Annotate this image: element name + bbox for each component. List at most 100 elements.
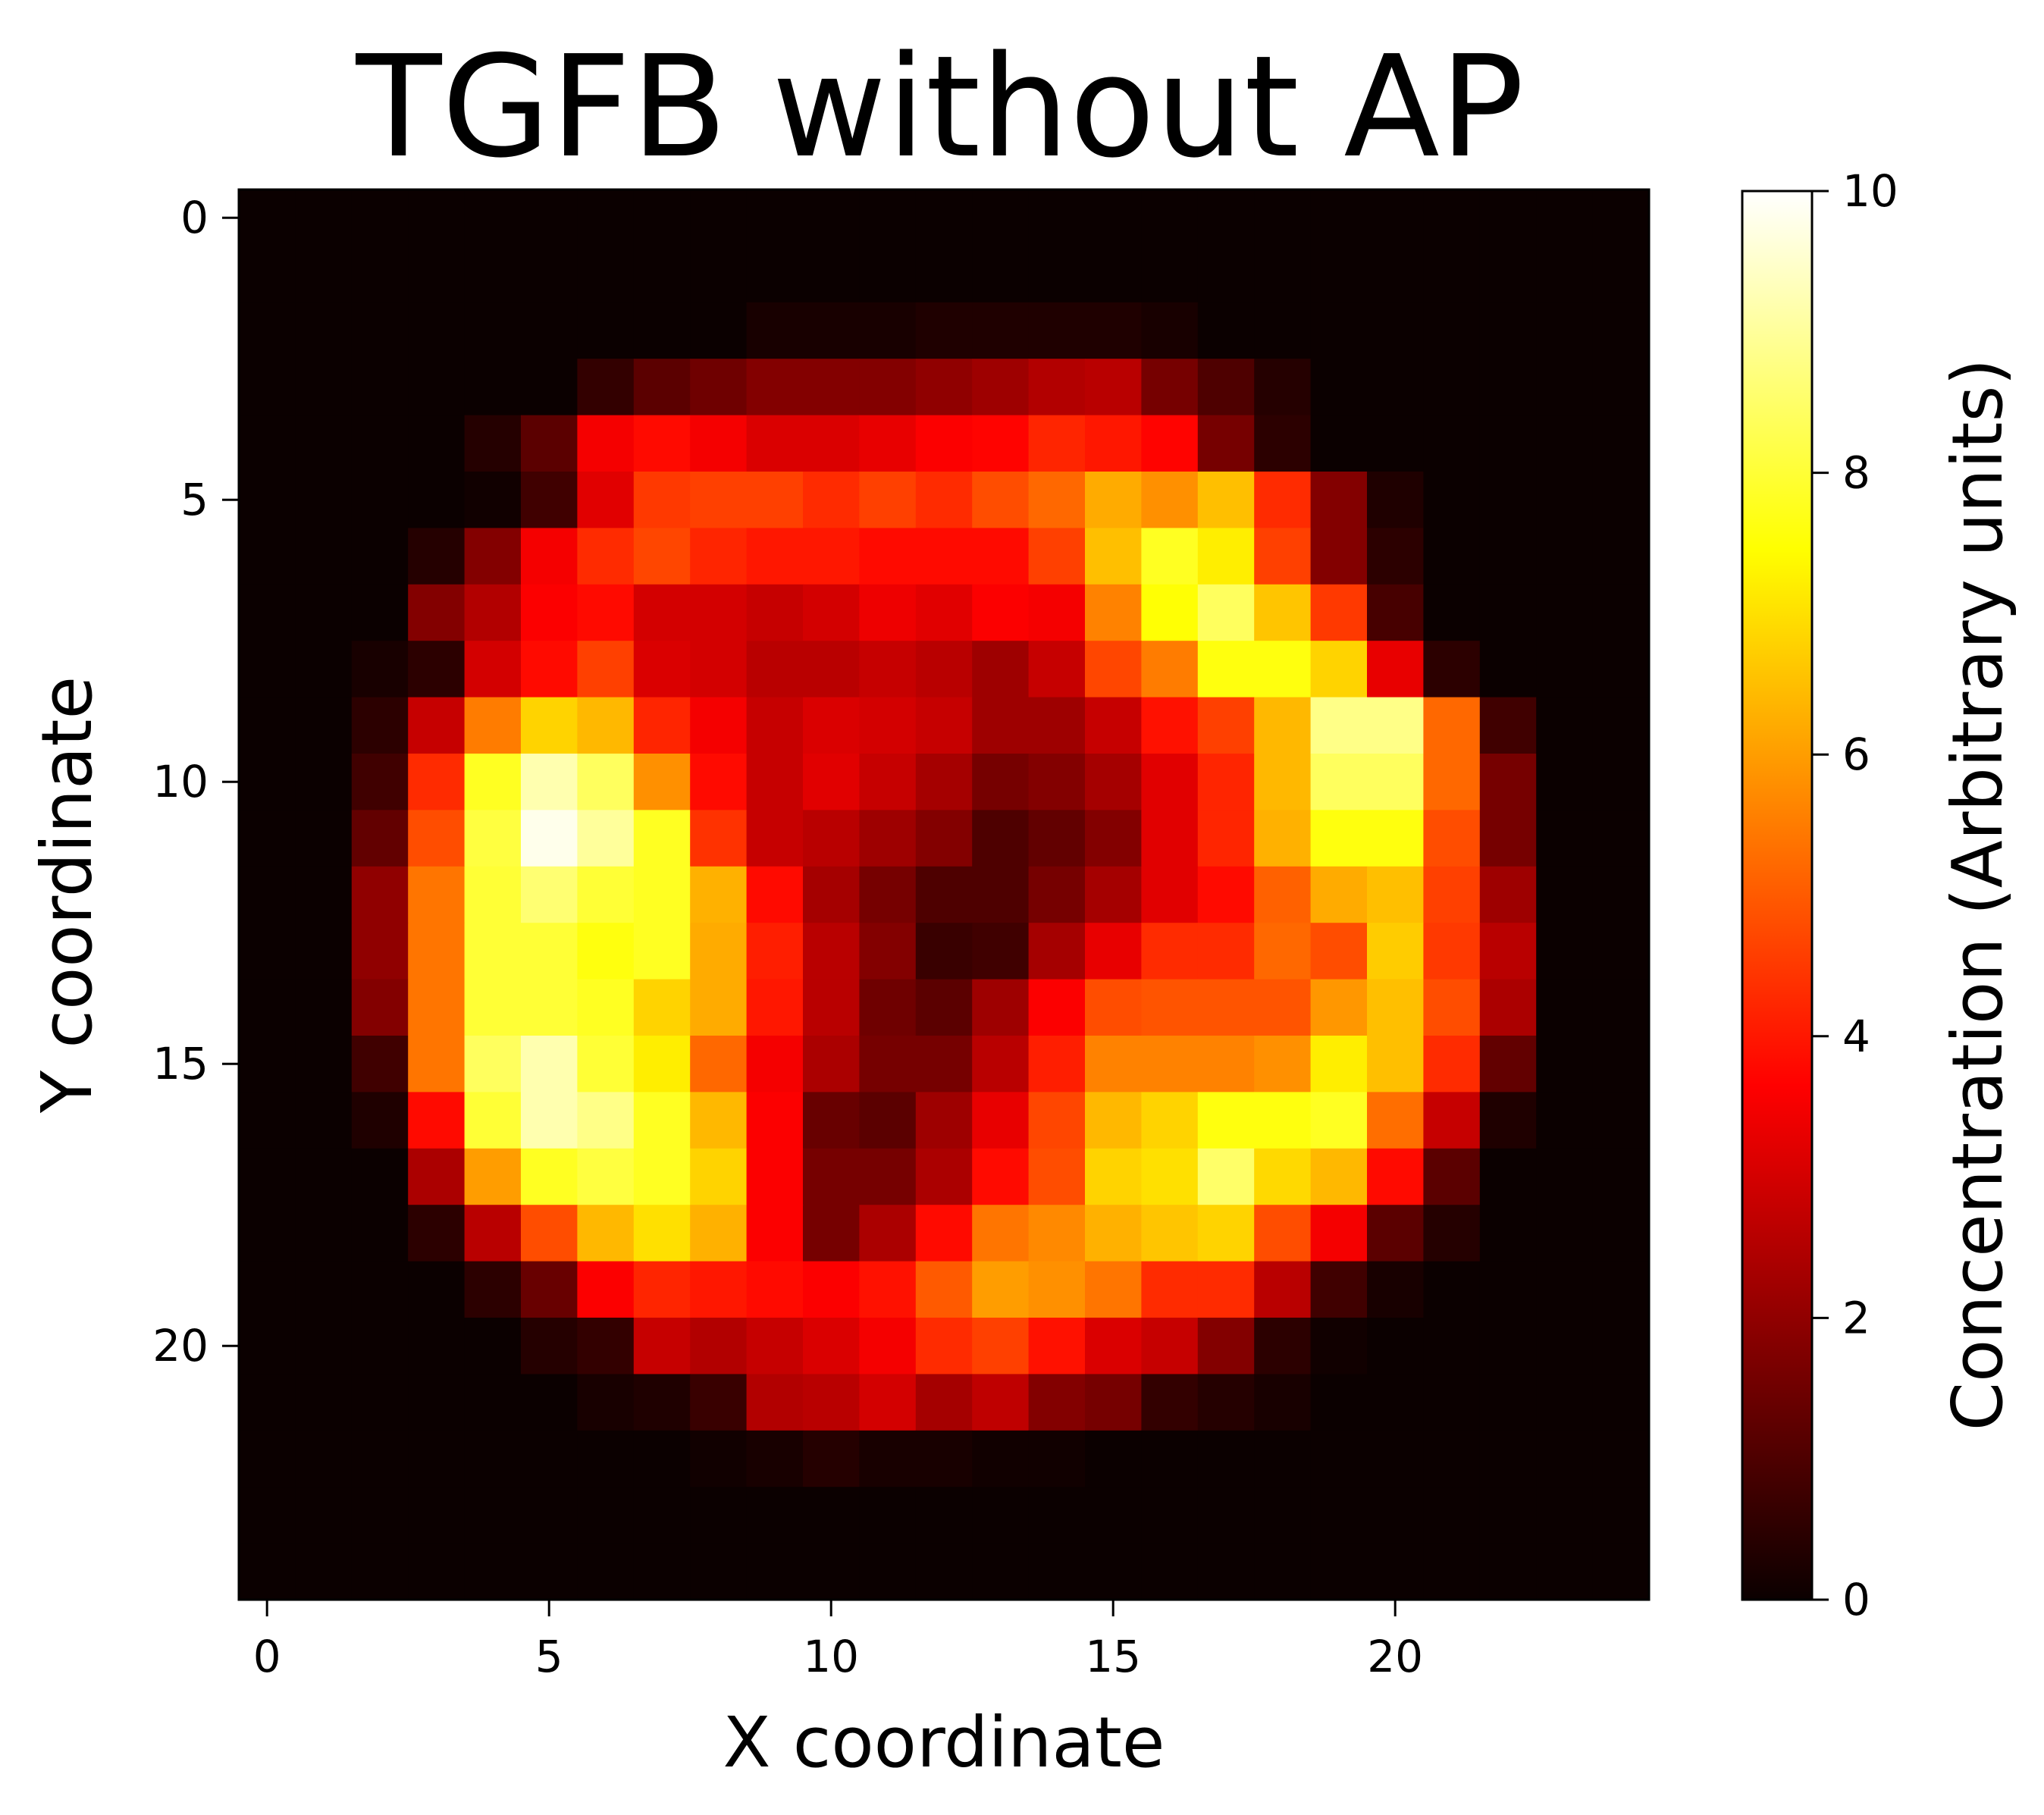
heatmap-cell — [1536, 979, 1594, 1036]
heatmap-cell — [351, 1261, 409, 1318]
heatmap-cell — [295, 1205, 353, 1262]
heatmap-cell — [295, 472, 353, 528]
heatmap-cell — [1028, 359, 1086, 416]
heatmap-cell — [859, 1374, 917, 1431]
heatmap-cell — [746, 697, 804, 754]
heatmap-cell — [295, 1374, 353, 1431]
heatmap-cell — [633, 979, 691, 1036]
heatmap-cell — [408, 528, 466, 585]
heatmap-cell — [239, 1430, 296, 1487]
heatmap-cell — [1028, 754, 1086, 810]
heatmap-cell — [351, 1036, 409, 1092]
heatmap-cell — [1536, 641, 1594, 698]
heatmap-cell — [1367, 754, 1424, 810]
heatmap-cell — [633, 810, 691, 867]
heatmap-cell — [972, 810, 1030, 867]
heatmap-cell — [1536, 415, 1594, 472]
heatmap-cell — [1141, 1487, 1199, 1544]
heatmap-cell — [577, 1430, 635, 1487]
heatmap-cell — [1423, 1543, 1481, 1600]
heatmap-cell — [1085, 472, 1142, 528]
heatmap-cell — [351, 246, 409, 303]
heatmap-cell — [1254, 810, 1312, 867]
heatmap-cell — [1423, 359, 1481, 416]
heatmap-cell — [1592, 1374, 1650, 1431]
heatmap-cell — [803, 190, 860, 246]
heatmap-cell — [1141, 1430, 1199, 1487]
heatmap-cell — [915, 697, 973, 754]
heatmap-cell — [1085, 810, 1142, 867]
heatmap-cell — [1141, 472, 1199, 528]
heatmap-cell — [1367, 1374, 1424, 1431]
heatmap-cell — [803, 246, 860, 303]
heatmap-cell — [1254, 246, 1312, 303]
heatmap-cell — [1479, 1318, 1537, 1375]
heatmap-cell — [1254, 1205, 1312, 1262]
heatmap-cell — [577, 697, 635, 754]
heatmap-cell — [1028, 1430, 1086, 1487]
heatmap-cell — [1479, 923, 1537, 980]
heatmap-cell — [1197, 584, 1255, 641]
x-tick-label: 15 — [1085, 1631, 1141, 1682]
heatmap-cell — [1310, 923, 1368, 980]
heatmap-cell — [1197, 359, 1255, 416]
heatmap-cell — [633, 697, 691, 754]
heatmap-cell — [972, 1430, 1030, 1487]
heatmap-cell — [351, 1205, 409, 1262]
heatmap-cell — [803, 1148, 860, 1205]
heatmap-cell — [1367, 359, 1424, 416]
heatmap-cell — [1536, 528, 1594, 585]
heatmap-cell — [295, 923, 353, 980]
heatmap-cell — [1536, 1430, 1594, 1487]
heatmap-cell — [1028, 1036, 1086, 1092]
x-axis-ticks: 0 5 10 15 20 — [253, 1600, 1423, 1682]
heatmap-cell — [1141, 1148, 1199, 1205]
heatmap-cell — [408, 1261, 466, 1318]
heatmap-cell — [1310, 1148, 1368, 1205]
heatmap-cell — [1310, 359, 1368, 416]
heatmap-cell — [1310, 472, 1368, 528]
heatmap-cell — [1310, 1318, 1368, 1375]
heatmap-cell — [1536, 302, 1594, 359]
heatmap-cell — [1028, 866, 1086, 923]
heatmap-cell — [1423, 1430, 1481, 1487]
heatmap-cell — [1028, 1261, 1086, 1318]
heatmap-cell — [803, 641, 860, 698]
heatmap-cell — [295, 584, 353, 641]
heatmap-cell — [1423, 1318, 1481, 1375]
heatmap-cell — [1479, 302, 1537, 359]
heatmap-cell — [972, 1205, 1030, 1262]
heatmap-cell — [803, 1430, 860, 1487]
heatmap-cell — [351, 1543, 409, 1600]
heatmap-cell — [1423, 923, 1481, 980]
heatmap-cell — [521, 302, 578, 359]
heatmap-cell — [633, 246, 691, 303]
heatmap-cell — [521, 1543, 578, 1600]
heatmap-cell — [972, 979, 1030, 1036]
heatmap-cell — [521, 866, 578, 923]
heatmap-cell — [633, 866, 691, 923]
heatmap-cell — [464, 1092, 522, 1149]
heatmap-cell — [1423, 1487, 1481, 1544]
heatmap-cell — [690, 359, 748, 416]
heatmap-cell — [1254, 584, 1312, 641]
heatmap-cell — [577, 1092, 635, 1149]
heatmap-cell — [295, 302, 353, 359]
heatmap-cell — [1536, 866, 1594, 923]
heatmap-cell — [1536, 246, 1594, 303]
heatmap-cell — [803, 923, 860, 980]
heatmap-cell — [803, 697, 860, 754]
heatmap-cell — [1085, 1148, 1142, 1205]
heatmap-cell — [1479, 1487, 1537, 1544]
heatmap-cell — [633, 1374, 691, 1431]
heatmap-cell — [351, 923, 409, 980]
heatmap-cell — [803, 584, 860, 641]
heatmap-cell — [915, 979, 973, 1036]
heatmap-cell — [577, 1318, 635, 1375]
heatmap-cell — [295, 1036, 353, 1092]
y-tick-label: 10 — [152, 756, 208, 807]
heatmap-cell — [408, 1543, 466, 1600]
heatmap-cell — [1197, 415, 1255, 472]
heatmap-cell — [1028, 1318, 1086, 1375]
heatmap-cell — [1592, 1543, 1650, 1600]
